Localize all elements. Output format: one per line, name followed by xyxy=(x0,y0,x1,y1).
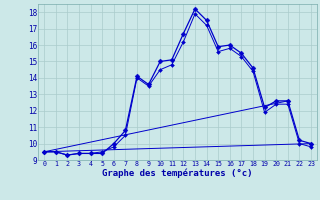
X-axis label: Graphe des températures (°c): Graphe des températures (°c) xyxy=(102,169,253,178)
